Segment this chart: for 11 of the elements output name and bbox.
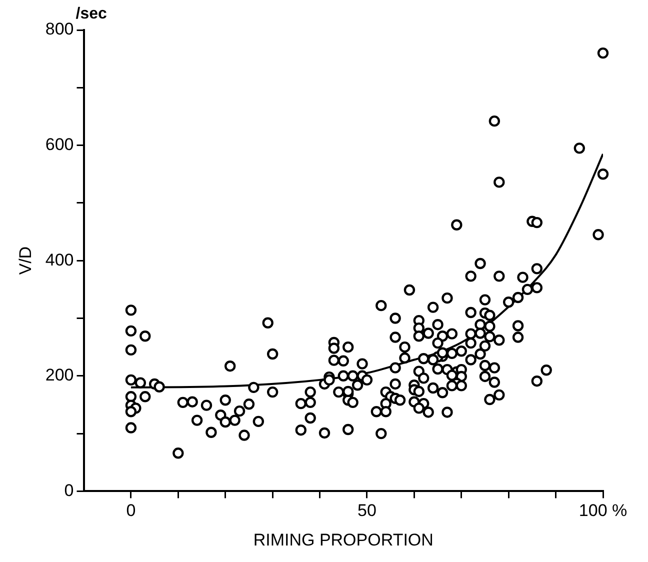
text: /sec xyxy=(76,5,108,22)
y-tick-label: 800 xyxy=(45,20,74,39)
x-tick-label: 50 xyxy=(358,501,376,520)
y-tick-label: 400 xyxy=(45,250,74,270)
x-axis-title: RIMING PROPORTION xyxy=(253,530,434,550)
y-tick-label: 200 xyxy=(45,366,74,385)
x-tick-label: 100 % xyxy=(578,501,628,520)
y-tick-label: 0 xyxy=(64,480,74,500)
x-tick-label: 0 xyxy=(126,501,136,520)
y-tick-label: 600 xyxy=(45,134,74,154)
y-axis-title: V/D xyxy=(16,246,35,275)
